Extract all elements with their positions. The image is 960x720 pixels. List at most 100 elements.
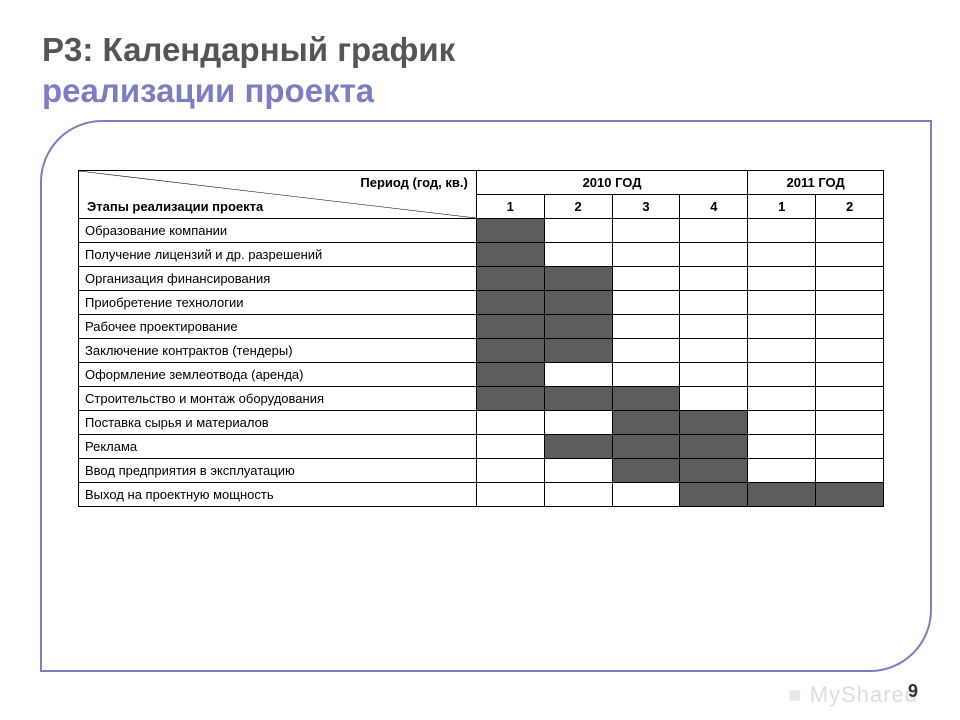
gantt-cell-empty	[476, 483, 544, 507]
gantt-cell-empty	[476, 459, 544, 483]
gantt-cell-empty	[612, 363, 680, 387]
gantt-cell-empty	[612, 219, 680, 243]
gantt-cell-filled	[612, 387, 680, 411]
gantt-cell-filled	[680, 411, 748, 435]
table-row: Заключение контрактов (тендеры)	[79, 339, 884, 363]
gantt-cell-filled	[476, 387, 544, 411]
gantt-cell-empty	[748, 339, 816, 363]
gantt-cell-empty	[612, 267, 680, 291]
gantt-cell-empty	[476, 435, 544, 459]
gantt-cell-empty	[544, 243, 612, 267]
gantt-cell-empty	[748, 219, 816, 243]
table-row: Приобретение технологии	[79, 291, 884, 315]
row-label: Выход на проектную мощность	[79, 483, 477, 507]
gantt-cell-empty	[476, 411, 544, 435]
row-label: Заключение контрактов (тендеры)	[79, 339, 477, 363]
row-label: Реклама	[79, 435, 477, 459]
gantt-table: Период (год, кв.) Этапы реализации проект…	[78, 170, 884, 507]
gantt-cell-empty	[748, 459, 816, 483]
gantt-cell-filled	[748, 483, 816, 507]
gantt-cell-filled	[476, 267, 544, 291]
gantt-cell-empty	[680, 315, 748, 339]
table-row: Ввод предприятия в эксплуатацию	[79, 459, 884, 483]
gantt-cell-filled	[612, 459, 680, 483]
gantt-cell-filled	[476, 243, 544, 267]
gantt-cell-empty	[816, 243, 884, 267]
row-label: Организация финансирования	[79, 267, 477, 291]
gantt-cell-empty	[680, 291, 748, 315]
slide-title: Р3: Календарный график реализации проект…	[0, 15, 960, 125]
header-period-label: Период (год, кв.)	[360, 175, 467, 190]
gantt-cell-filled	[544, 339, 612, 363]
table-row: Образование компании	[79, 219, 884, 243]
header-quarter-4: 1	[748, 195, 816, 219]
table-row: Получение лицензий и др. разрешений	[79, 243, 884, 267]
slide: Р3: Календарный график реализации проект…	[0, 0, 960, 720]
gantt-body: Образование компанииПолучение лицензий и…	[79, 219, 884, 507]
gantt-cell-filled	[612, 411, 680, 435]
gantt-cell-empty	[612, 483, 680, 507]
gantt-cell-empty	[816, 435, 884, 459]
gantt-cell-filled	[544, 315, 612, 339]
header-quarter-5: 2	[816, 195, 884, 219]
gantt-cell-filled	[476, 339, 544, 363]
table-row: Выход на проектную мощность	[79, 483, 884, 507]
header-quarter-2: 3	[612, 195, 680, 219]
row-label: Ввод предприятия в эксплуатацию	[79, 459, 477, 483]
gantt-cell-empty	[612, 291, 680, 315]
header-year-1: 2011 ГОД	[748, 171, 884, 195]
gantt-cell-empty	[748, 435, 816, 459]
row-label: Получение лицензий и др. разрешений	[79, 243, 477, 267]
gantt-cell-empty	[544, 459, 612, 483]
gantt-cell-empty	[816, 315, 884, 339]
gantt-cell-filled	[544, 291, 612, 315]
row-label: Рабочее проектирование	[79, 315, 477, 339]
gantt-cell-empty	[816, 219, 884, 243]
row-label: Приобретение технологии	[79, 291, 477, 315]
header-quarter-1: 2	[544, 195, 612, 219]
row-label: Образование компании	[79, 219, 477, 243]
gantt-cell-filled	[680, 483, 748, 507]
gantt-cell-filled	[612, 435, 680, 459]
row-label: Поставка сырья и материалов	[79, 411, 477, 435]
gantt-cell-empty	[816, 267, 884, 291]
gantt-cell-empty	[612, 315, 680, 339]
watermark: ■ MyShared	[788, 682, 918, 708]
gantt-cell-filled	[476, 291, 544, 315]
gantt-cell-filled	[544, 267, 612, 291]
gantt-cell-empty	[816, 363, 884, 387]
gantt-cell-empty	[544, 363, 612, 387]
gantt-cell-empty	[612, 243, 680, 267]
gantt-cell-empty	[748, 315, 816, 339]
gantt-cell-empty	[748, 291, 816, 315]
gantt-cell-filled	[476, 363, 544, 387]
table-row: Организация финансирования	[79, 267, 884, 291]
gantt-cell-empty	[680, 387, 748, 411]
page-number: 9	[908, 681, 918, 702]
table-row: Оформление землеотвода (аренда)	[79, 363, 884, 387]
table-row: Реклама	[79, 435, 884, 459]
gantt-cell-empty	[544, 483, 612, 507]
table-row: Рабочее проектирование	[79, 315, 884, 339]
gantt-cell-empty	[680, 219, 748, 243]
gantt-header: Период (год, кв.) Этапы реализации проект…	[79, 171, 884, 219]
gantt-cell-empty	[680, 339, 748, 363]
gantt-container: Период (год, кв.) Этапы реализации проект…	[78, 170, 884, 507]
header-quarter-3: 4	[680, 195, 748, 219]
title-line1: Р3: Календарный график	[42, 31, 455, 68]
gantt-cell-empty	[748, 243, 816, 267]
gantt-cell-empty	[612, 339, 680, 363]
gantt-cell-empty	[748, 387, 816, 411]
gantt-cell-empty	[680, 363, 748, 387]
gantt-cell-empty	[816, 291, 884, 315]
gantt-cell-empty	[680, 243, 748, 267]
gantt-cell-filled	[680, 435, 748, 459]
gantt-cell-filled	[816, 483, 884, 507]
gantt-cell-filled	[680, 459, 748, 483]
row-label: Оформление землеотвода (аренда)	[79, 363, 477, 387]
header-stages-label: Этапы реализации проекта	[87, 199, 263, 214]
gantt-cell-empty	[544, 219, 612, 243]
gantt-cell-filled	[476, 219, 544, 243]
gantt-cell-empty	[748, 363, 816, 387]
row-label: Строительство и монтаж оборудования	[79, 387, 477, 411]
